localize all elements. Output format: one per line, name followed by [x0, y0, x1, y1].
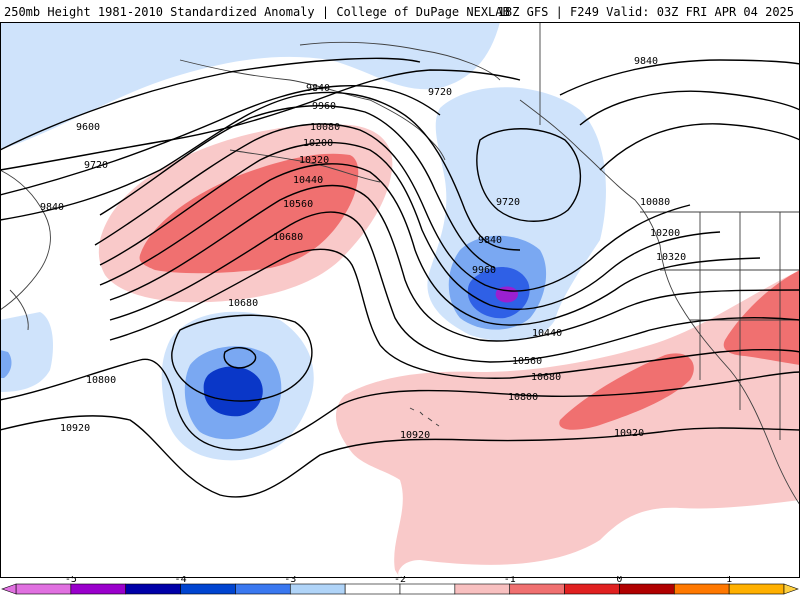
- contour-10680-c: [223, 347, 257, 369]
- colorbar-swatch: [673, 583, 730, 595]
- contour-labels: 9600 9720 9840 9840 9960 10080 10200 103…: [40, 56, 686, 441]
- colorbar-ticks: -5-4-3-2-1012345: [65, 576, 732, 585]
- contour-9840-a: [0, 91, 521, 251]
- colorbar-tick-label: -3: [284, 576, 296, 585]
- label-10920-w: 10920: [60, 423, 90, 434]
- colorbar-max-arrow: [783, 583, 799, 595]
- contour-10800: [0, 358, 800, 451]
- label-10560-gulf: 10560: [512, 356, 542, 367]
- anomaly-neg1-north: [0, 22, 500, 150]
- colorbar-swatch: [399, 583, 456, 595]
- colorbar-swatch: [235, 583, 291, 595]
- colorbar-swatch: [454, 583, 511, 595]
- alaska-north: [299, 41, 501, 81]
- label-9840-w: 9840: [40, 202, 64, 213]
- colorbar-swatch: [70, 583, 127, 595]
- contour-9600: [0, 57, 421, 151]
- colorbar-tick-label: 1: [726, 576, 732, 585]
- anomaly-neg1-west: [0, 312, 53, 392]
- label-10440-gulf: 10440: [532, 328, 562, 339]
- bc-coast: [519, 99, 661, 246]
- contour-9720-a: [0, 69, 521, 171]
- label-10440-n: 10440: [293, 175, 323, 186]
- contour-9720-gulf: [476, 128, 582, 222]
- label-10320-n: 10320: [299, 155, 329, 166]
- colorbar-min-arrow: [1, 583, 17, 595]
- anomaly-shading: [0, 22, 800, 578]
- anomaly-neg2-west: [0, 350, 12, 378]
- colorbar-swatch: [180, 583, 236, 595]
- contour-9960: [99, 105, 496, 269]
- contour-10320: [99, 163, 761, 326]
- anomaly-pos2-east: [559, 353, 694, 430]
- label-9840-n: 9840: [306, 83, 330, 94]
- contour-9720-b: [0, 85, 441, 196]
- label-10680-gulf: 10680: [531, 372, 561, 383]
- contour-10680-b: [171, 314, 313, 402]
- label-9960-n: 9960: [312, 101, 336, 112]
- label-9840-ne: 9840: [634, 56, 658, 67]
- contour-10920: [0, 415, 800, 498]
- label-9840-gulf: 9840: [478, 235, 502, 246]
- header-bar: 250mb Height 1981-2010 Standardized Anom…: [0, 0, 800, 22]
- contour-9960-east: [579, 90, 800, 126]
- label-9960-gulf: 9960: [472, 265, 496, 276]
- label-10080-e: 10080: [640, 197, 670, 208]
- colorbar-swatch: [509, 583, 565, 595]
- label-10800-gulf: 10800: [508, 392, 538, 403]
- colorbar-swatches: [1, 583, 799, 595]
- colorbar-swatch: [125, 583, 181, 595]
- label-10200-n: 10200: [303, 138, 333, 149]
- hawaii: [409, 407, 440, 427]
- label-9720-ne: 9720: [428, 87, 452, 98]
- colorbar-tick-label: -2: [394, 576, 406, 585]
- label-10080-n: 10080: [310, 122, 340, 133]
- label-10920-c: 10920: [400, 430, 430, 441]
- contour-10080-east: [599, 123, 800, 171]
- asia-coast: [0, 169, 51, 311]
- colorbar-swatch: [15, 583, 72, 595]
- contour-10440: [109, 184, 800, 342]
- label-9720-w: 9720: [84, 160, 108, 171]
- label-10200-e: 10200: [650, 228, 680, 239]
- anomaly-neg3-central: [203, 366, 263, 417]
- colorbar-swatch: [344, 583, 401, 595]
- colorbar-swatch: [564, 583, 620, 595]
- label-10680-n: 10680: [273, 232, 303, 243]
- contour-10080: [94, 123, 691, 292]
- colorbar: -5-4-3-2-1012345: [1, 576, 799, 595]
- label-10920-e: 10920: [614, 428, 644, 439]
- state-lines: [660, 212, 800, 440]
- anomaly-pos2-north: [139, 153, 359, 274]
- colorbar-tick-label: 0: [616, 576, 622, 585]
- label-10800-w: 10800: [86, 375, 116, 386]
- contour-10560: [109, 211, 800, 363]
- run-info: 18Z GFS | F249 Valid: 03Z FRI APR 04 202…: [497, 5, 794, 19]
- colorbar-swatch: [619, 583, 675, 595]
- label-10560-n: 10560: [283, 199, 313, 210]
- contour-10200: [99, 141, 721, 310]
- height-contours: [0, 57, 800, 498]
- us-west-coast: [659, 244, 800, 506]
- colorbar-tick-label: -1: [504, 576, 516, 585]
- label-10680-c: 10680: [228, 298, 258, 309]
- contour-10680-a: [109, 248, 800, 379]
- colorbar-tick-label: -4: [175, 576, 187, 585]
- colorbar-swatch: [728, 583, 785, 595]
- label-10320-e: 10320: [656, 252, 686, 263]
- contour-9840-east: [559, 59, 800, 96]
- anomaly-map: 9600 9720 9840 9840 9960 10080 10200 103…: [0, 22, 800, 578]
- colorbar-swatch: [289, 583, 346, 595]
- map-title: 250mb Height 1981-2010 Standardized Anom…: [4, 5, 510, 19]
- colorbar-tick-label: -5: [65, 576, 77, 585]
- label-9600: 9600: [76, 122, 100, 133]
- label-9720-gulf: 9720: [496, 197, 520, 208]
- japan: [9, 289, 29, 331]
